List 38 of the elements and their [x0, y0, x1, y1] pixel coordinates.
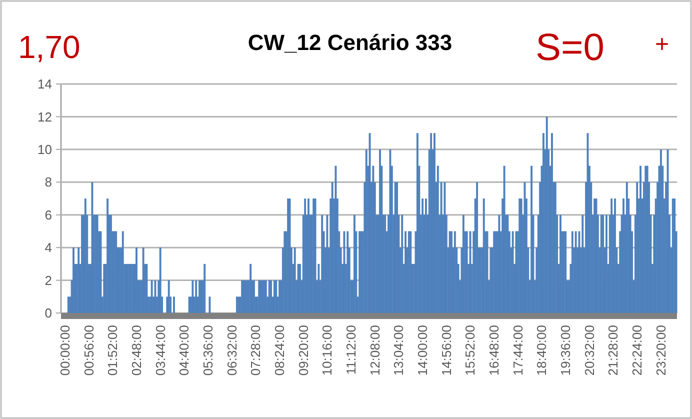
x-tick-label: 22:24:00	[630, 325, 645, 376]
x-tick-label: 13:04:00	[391, 325, 406, 376]
x-tick-label: 04:40:00	[176, 325, 192, 376]
x-tick-label: 10:16:00	[320, 325, 335, 376]
x-tick-label: 00:00:00	[57, 325, 72, 376]
y-tick-label: 2	[44, 272, 52, 288]
chart-title: CW_12 Cenário 333	[248, 30, 452, 55]
y-tick-label: 14	[38, 76, 52, 92]
y-tick-label: 8	[44, 174, 52, 190]
y-tick-label: 4	[44, 240, 52, 256]
x-tick-label: 20:32:00	[582, 325, 597, 376]
text: +	[654, 31, 670, 58]
text: S=0	[536, 27, 604, 69]
x-tick-label: 19:36:00	[558, 325, 574, 376]
y-tick-label: 0	[44, 306, 52, 321]
x-tick-label: 14:56:00	[438, 325, 454, 376]
x-tick-label: 05:36:00	[200, 325, 216, 376]
x-tick-label: 14:00:00	[414, 325, 430, 376]
y-tick-label: 12	[38, 109, 52, 124]
x-tick-label: 15:52:00	[462, 325, 478, 376]
text: 1,70	[18, 29, 80, 65]
x-tick-label: 21:28:00	[606, 325, 621, 376]
x-tick-label: 11:12:00	[343, 325, 358, 375]
x-tick-label: 09:20:00	[296, 325, 311, 376]
x-tick-label: 17:44:00	[510, 325, 526, 376]
x-tick-label: 03:44:00	[152, 325, 168, 376]
x-tick-label: 16:48:00	[486, 325, 502, 376]
x-tick-label: 12:08:00	[367, 325, 382, 376]
y-tick-label: 6	[44, 207, 52, 222]
y-tick-label: 10	[38, 142, 52, 157]
x-tick-label: 00:56:00	[81, 325, 96, 376]
x-tick-label: 02:48:00	[128, 325, 144, 376]
x-tick-label: 07:28:00	[248, 325, 264, 376]
x-tick-label: 01:52:00	[105, 325, 120, 376]
x-tick-label: 08:24:00	[272, 325, 287, 376]
x-tick-label: 18:40:00	[534, 325, 550, 376]
x-tick-label: 06:32:00	[224, 325, 240, 376]
x-tick-label: 23:20:00	[653, 325, 668, 376]
